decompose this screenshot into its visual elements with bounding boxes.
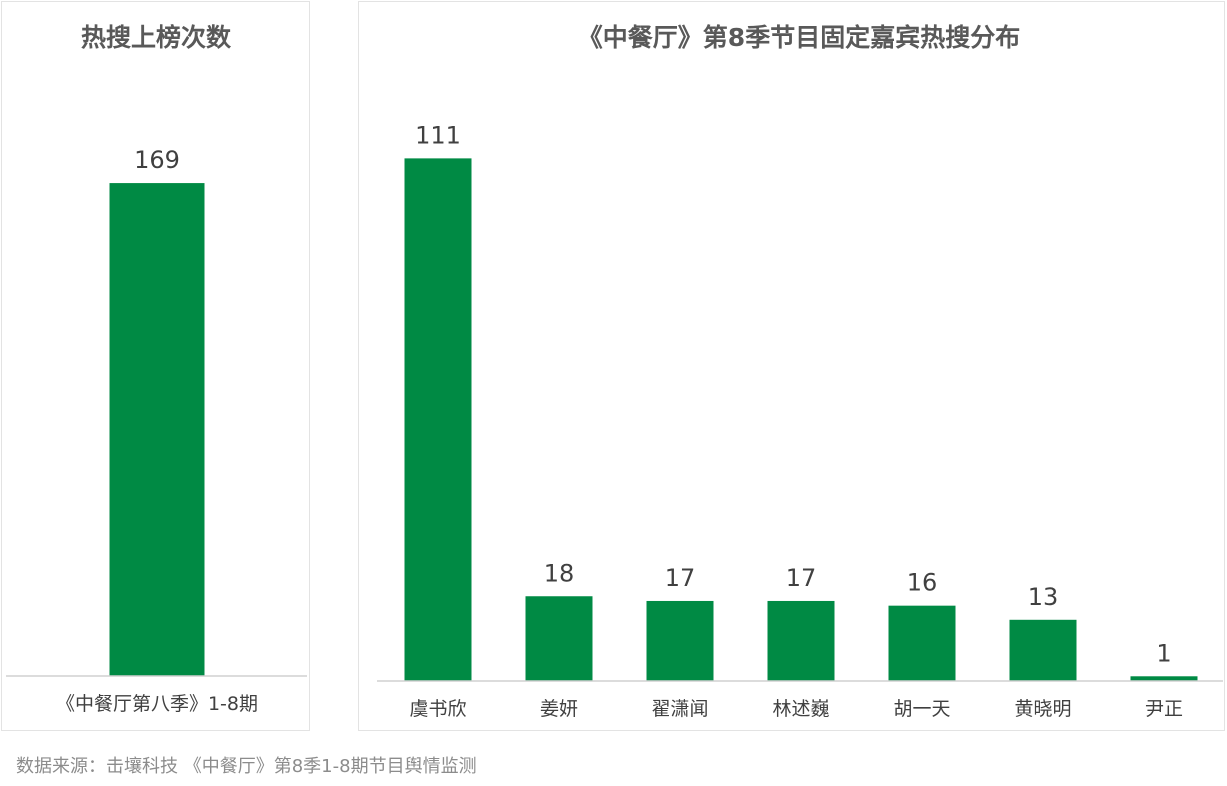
right-value-label: 17 [786,564,817,592]
right-bar [888,605,956,681]
left-value-label: 169 [134,146,180,174]
left-bar [109,183,205,677]
right-value-label: 18 [544,559,575,587]
right-category-label: 林述巍 [772,698,829,720]
right-category-label: 虞书欣 [409,698,466,720]
right-value-label: 17 [665,564,696,592]
right-bar [646,600,714,681]
right-category-label: 黄晓明 [1014,698,1071,720]
right-value-label: 1 [1156,639,1171,667]
left-chart-title: 热搜上榜次数 [81,23,232,52]
right-category-label: 尹正 [1145,698,1183,720]
right-category-label: 胡一天 [893,698,950,720]
right-chart-panel: 《中餐厅》第8季节目固定嘉宾热搜分布 111 虞书欣 18 姜妍 17 翟潇闻 17 林述巍 1… [358,1,1225,731]
right-category-label: 翟潇闻 [651,698,708,720]
right-bar [1009,619,1077,681]
left-chart-panel: 热搜上榜次数 169 《中餐厅第八季》1-8期 [1,1,310,731]
right-category-label: 姜妍 [540,698,578,720]
left-category-label: 《中餐厅第八季》1-8期 [56,693,258,715]
hot-search-count-chart: 热搜上榜次数 169 《中餐厅第八季》1-8期 [6,23,307,715]
right-bar [767,600,835,681]
data-source-note: 数据来源：击壤科技 《中餐厅》第8季1-8期节目舆情监测 [16,756,477,777]
right-bar [525,596,593,681]
right-value-label: 13 [1028,583,1059,611]
right-chart-title: 《中餐厅》第8季节目固定嘉宾热搜分布 [578,23,1020,52]
right-bar [404,158,472,681]
right-value-label: 16 [907,569,938,597]
right-bar [1130,676,1198,681]
right-value-label: 111 [415,121,461,149]
guest-hot-search-chart: 《中餐厅》第8季节目固定嘉宾热搜分布 111 虞书欣 18 姜妍 17 翟潇闻 17 林述巍 1… [377,23,1223,720]
